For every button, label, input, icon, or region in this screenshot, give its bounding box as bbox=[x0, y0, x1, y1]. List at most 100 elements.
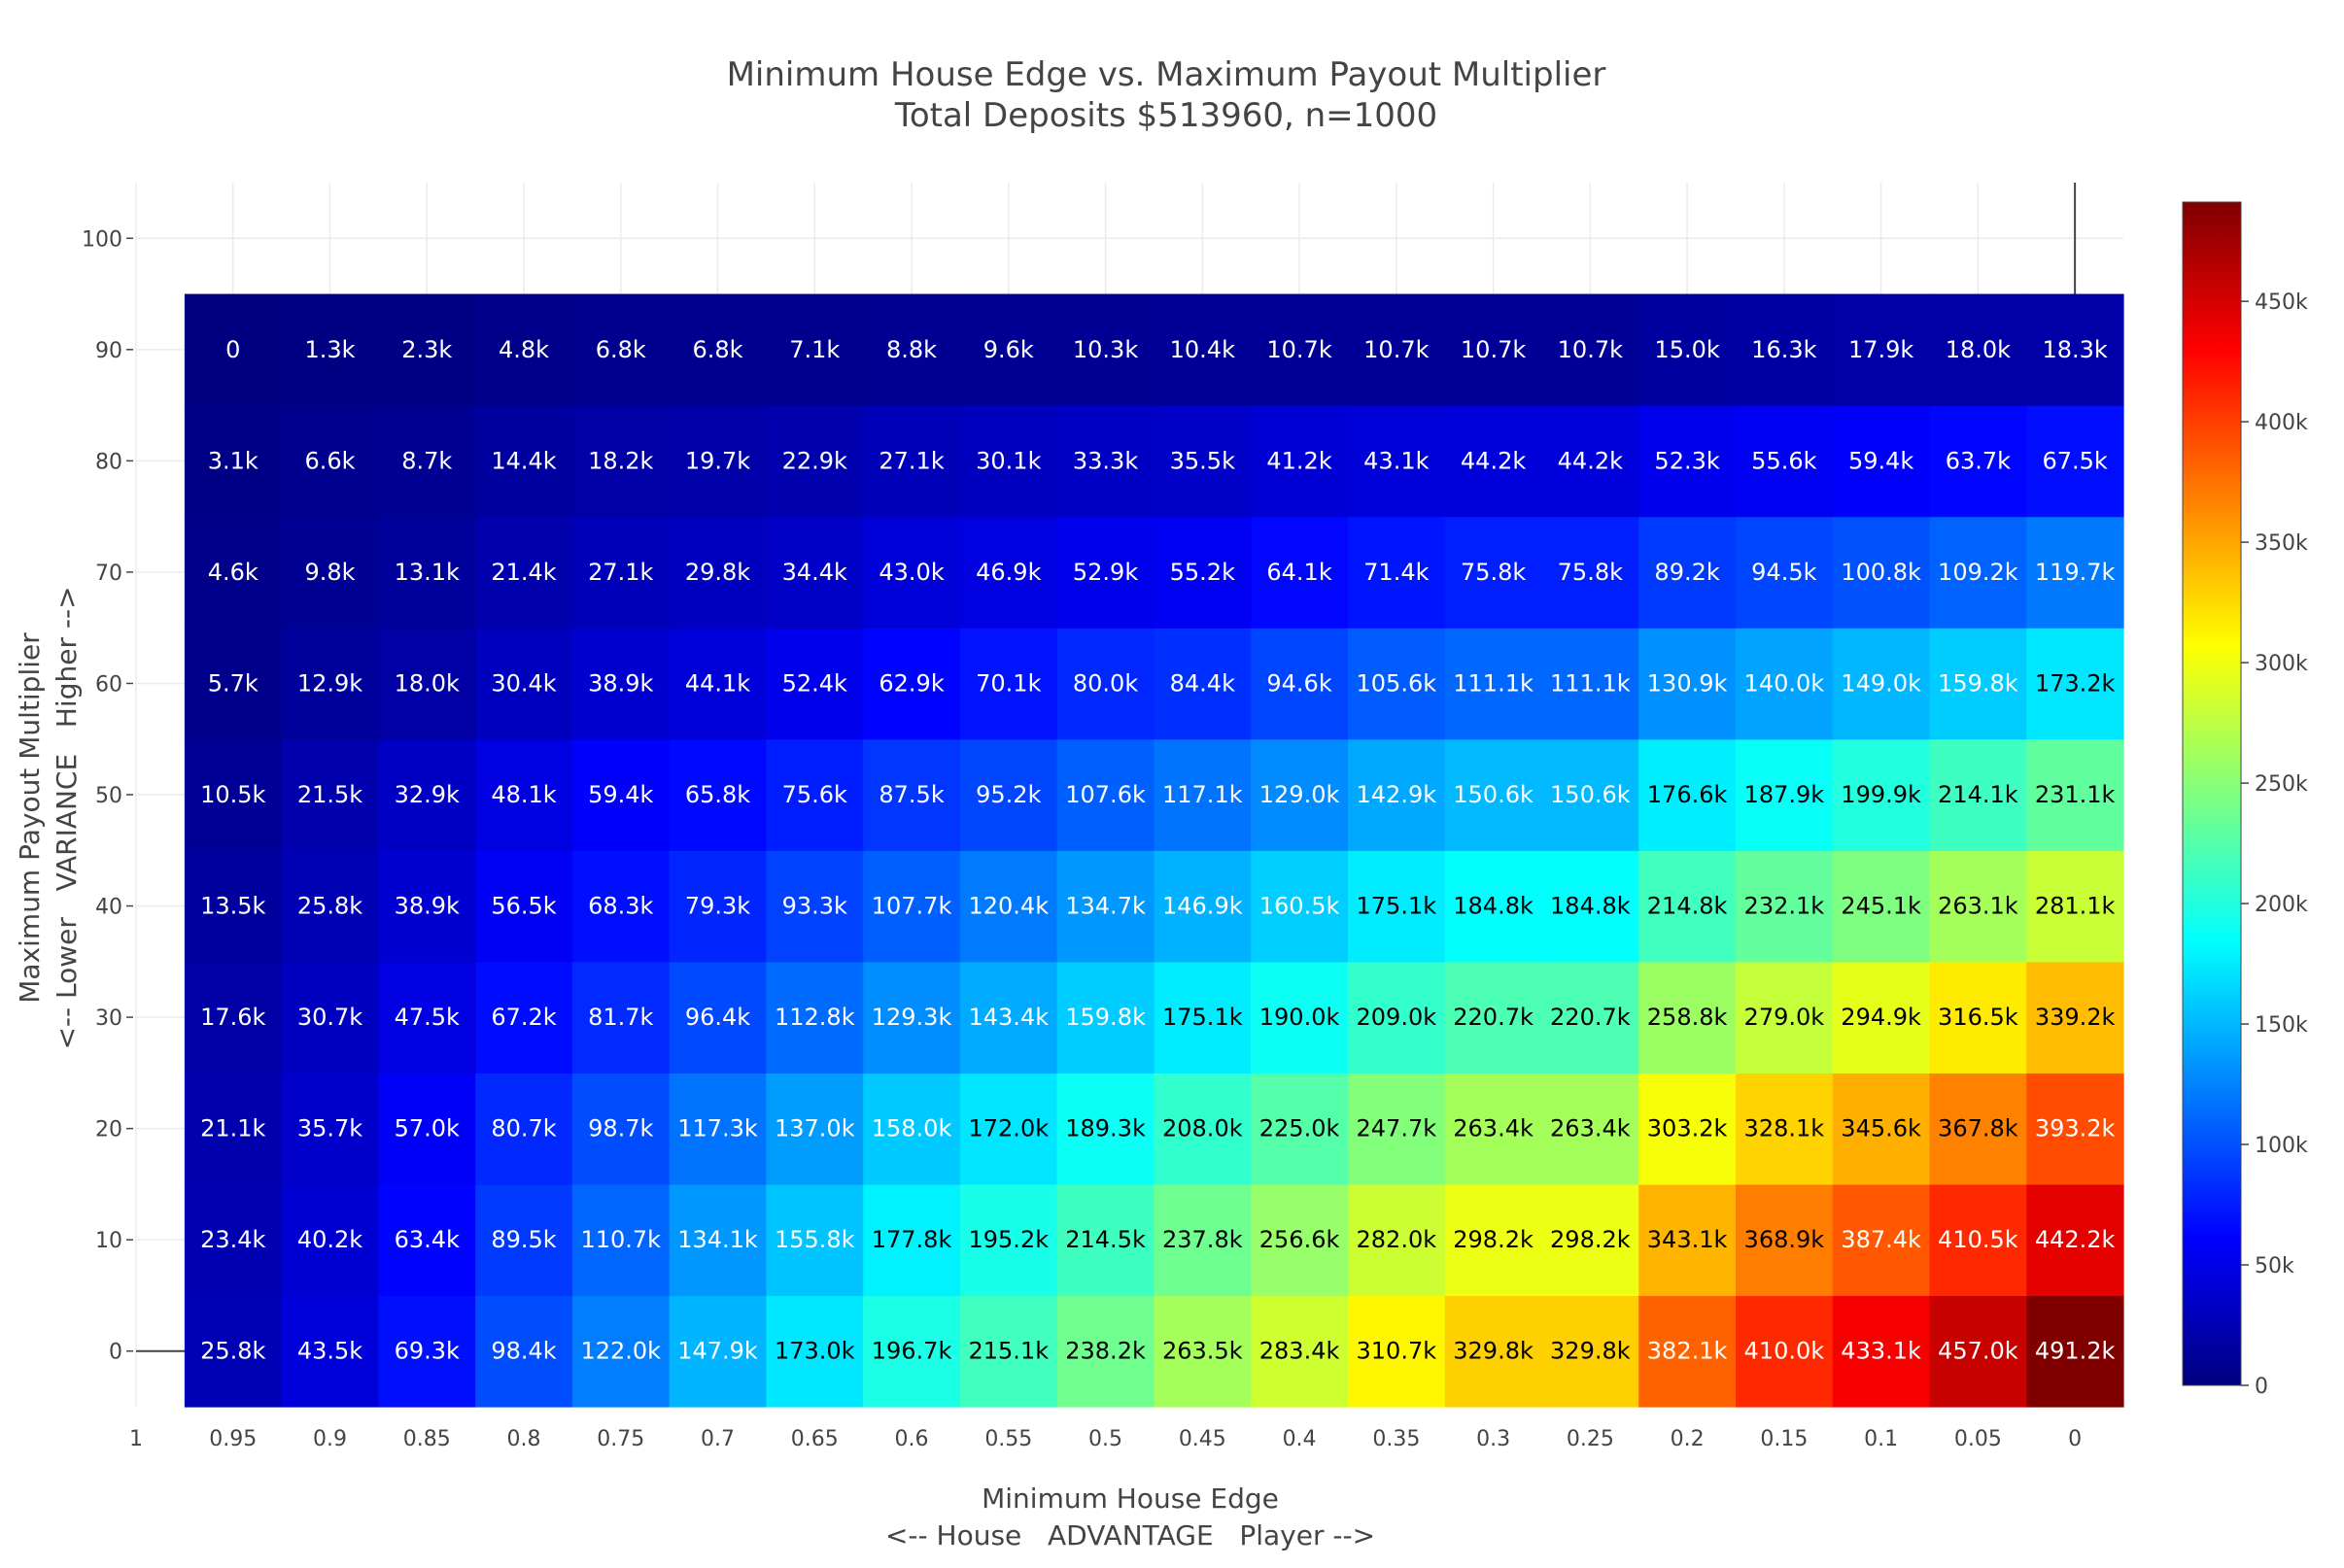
cell-value-label: 23.4k bbox=[200, 1226, 265, 1253]
cell-value-label: 6.6k bbox=[304, 447, 355, 474]
cell-value-label: 30.7k bbox=[297, 1004, 362, 1031]
heatmap-cell bbox=[1056, 405, 1155, 518]
cell-value-label: 80.0k bbox=[1073, 669, 1138, 697]
cell-value-label: 44.2k bbox=[1558, 447, 1623, 474]
heatmap-cell bbox=[475, 405, 573, 518]
heatmap-cell bbox=[1832, 1295, 1931, 1408]
heatmap-cell bbox=[959, 293, 1058, 406]
cell-value-label: 111.1k bbox=[1550, 669, 1631, 697]
cell-value-label: 129.3k bbox=[872, 1004, 952, 1031]
heatmap-cell bbox=[1154, 628, 1252, 740]
cell-value-label: 1.3k bbox=[304, 336, 355, 363]
heatmap-cell bbox=[1347, 1183, 1446, 1297]
heatmap-cell bbox=[378, 1073, 476, 1185]
heatmap-cell bbox=[1056, 516, 1155, 629]
cell-value-label: 44.2k bbox=[1461, 447, 1526, 474]
heatmap-cell bbox=[2026, 1073, 2124, 1185]
cell-value-label: 55.6k bbox=[1751, 447, 1816, 474]
cell-value-label: 21.4k bbox=[491, 559, 556, 586]
heatmap-cell bbox=[571, 1295, 671, 1408]
cell-value-label: 329.8k bbox=[1550, 1338, 1631, 1365]
cell-value-label: 410.0k bbox=[1744, 1338, 1825, 1365]
heatmap-cell bbox=[1154, 738, 1252, 851]
cell-value-label: 43.5k bbox=[297, 1338, 362, 1365]
cell-value-label: 245.1k bbox=[1841, 893, 1921, 920]
cell-value-label: 282.0k bbox=[1357, 1226, 1437, 1253]
heatmap-cell bbox=[571, 738, 671, 851]
cell-value-label: 117.1k bbox=[1162, 781, 1243, 808]
heatmap-cell bbox=[959, 405, 1058, 518]
cell-value-label: 70.1k bbox=[976, 669, 1041, 697]
cell-value-label: 6.8k bbox=[692, 336, 742, 363]
cell-value-label: 189.3k bbox=[1065, 1115, 1146, 1142]
heatmap-cell bbox=[669, 738, 768, 851]
heatmap-cell bbox=[1444, 850, 1543, 963]
heatmap-cell bbox=[1444, 405, 1543, 518]
heatmap-cell bbox=[1056, 738, 1155, 851]
cell-value-label: 258.8k bbox=[1647, 1004, 1728, 1031]
x-tick-label: 0.85 bbox=[403, 1427, 451, 1451]
cell-value-label: 175.1k bbox=[1162, 1004, 1243, 1031]
heatmap-cell bbox=[1929, 1073, 2027, 1185]
cell-value-label: 75.8k bbox=[1461, 559, 1526, 586]
heatmap-cell bbox=[475, 961, 573, 1074]
cell-value-label: 238.2k bbox=[1065, 1338, 1146, 1365]
cell-value-label: 25.8k bbox=[297, 893, 362, 920]
heatmap-cell bbox=[378, 1295, 476, 1408]
heatmap-cell bbox=[766, 738, 864, 851]
cell-value-label: 225.0k bbox=[1259, 1115, 1340, 1142]
heatmap-cell bbox=[863, 1183, 961, 1297]
cell-value-label: 111.1k bbox=[1453, 669, 1534, 697]
heatmap-cell bbox=[959, 1183, 1058, 1297]
cell-value-label: 47.5k bbox=[395, 1004, 460, 1031]
cell-value-label: 150.6k bbox=[1453, 781, 1534, 808]
heatmap-cell bbox=[1444, 516, 1543, 629]
cell-value-label: 215.1k bbox=[969, 1338, 1050, 1365]
cell-value-label: 18.3k bbox=[2042, 336, 2107, 363]
cell-value-label: 109.2k bbox=[1938, 559, 2018, 586]
heatmap-cell bbox=[1056, 961, 1155, 1074]
cell-value-label: 339.2k bbox=[2035, 1004, 2116, 1031]
x-tick-label: 0.15 bbox=[1760, 1427, 1808, 1451]
heatmap-cell bbox=[766, 1295, 864, 1408]
cell-value-label: 14.4k bbox=[491, 447, 556, 474]
cell-value-label: 122.0k bbox=[580, 1338, 661, 1365]
heatmap-cell bbox=[1929, 961, 2027, 1074]
cell-value-label: 67.2k bbox=[491, 1004, 556, 1031]
colorbar-ticks: 0 50k 100k 150k 200k 250k 300k 350k 400k 450k bbox=[2241, 290, 2308, 1399]
heatmap-cell bbox=[281, 516, 379, 629]
heatmap-cell bbox=[1541, 850, 1639, 963]
cell-value-label: 100.8k bbox=[1841, 559, 1921, 586]
cell-value-label: 208.0k bbox=[1162, 1115, 1243, 1142]
cell-value-label: 263.5k bbox=[1162, 1338, 1243, 1365]
cell-value-label: 98.7k bbox=[588, 1115, 653, 1142]
heatmap-cell bbox=[475, 628, 573, 740]
cell-value-label: 57.0k bbox=[395, 1115, 460, 1142]
cell-value-label: 43.0k bbox=[879, 559, 944, 586]
heatmap-cell bbox=[1929, 405, 2027, 518]
cell-value-label: 343.1k bbox=[1647, 1226, 1728, 1253]
heatmap-cell bbox=[1929, 293, 2027, 406]
cell-value-label: 316.5k bbox=[1938, 1004, 2018, 1031]
cell-value-label: 0 bbox=[225, 336, 240, 363]
cell-value-label: 63.4k bbox=[395, 1226, 460, 1253]
cell-value-label: 134.7k bbox=[1065, 893, 1146, 920]
cell-value-label: 35.5k bbox=[1170, 447, 1235, 474]
heatmap-cell bbox=[184, 850, 283, 963]
x-tick-label: 0.55 bbox=[984, 1427, 1032, 1451]
heatmap-cell bbox=[378, 293, 476, 406]
cell-value-label: 410.5k bbox=[1938, 1226, 2018, 1253]
heatmap-cell bbox=[475, 738, 573, 851]
heatmap-cell bbox=[184, 1295, 283, 1408]
heatmap-cell bbox=[1154, 961, 1252, 1074]
colorbar-tick-label: 450k bbox=[2255, 290, 2308, 315]
heatmap-cell bbox=[863, 628, 961, 740]
heatmap-cell bbox=[1056, 1073, 1155, 1185]
cell-value-label: 279.0k bbox=[1744, 1004, 1825, 1031]
cell-value-label: 137.0k bbox=[775, 1115, 855, 1142]
cell-value-label: 256.6k bbox=[1259, 1226, 1340, 1253]
heatmap-cell bbox=[281, 628, 379, 740]
cell-value-label: 68.3k bbox=[588, 893, 653, 920]
colorbar-gradient bbox=[2182, 201, 2242, 1386]
heatmap-cell bbox=[863, 516, 961, 629]
